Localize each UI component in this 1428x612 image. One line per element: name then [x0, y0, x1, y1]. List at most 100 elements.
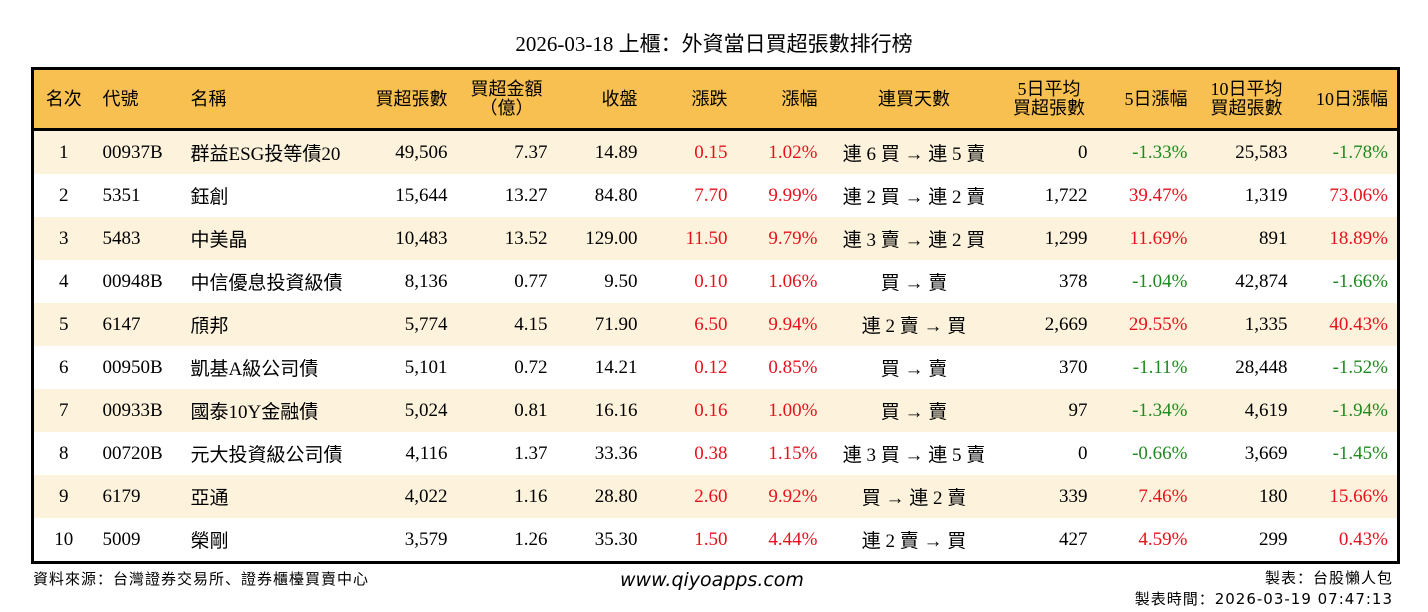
cell-code: 00720B	[102, 442, 163, 464]
cell-avg10-lots: 180	[1259, 485, 1288, 507]
cell-pct5: 39.47%	[1128, 184, 1188, 206]
table-row: 2 5351 鈺創 15,644 13.27 84.80 7.70 9.99% 連 2 買 → …	[33, 174, 1399, 217]
cell-change-pct: 9.92%	[768, 485, 818, 507]
cell-pct5: -0.66%	[1132, 442, 1188, 464]
cell-code: 5009	[102, 528, 141, 550]
cell-net-buy-amount: 4.15	[514, 313, 548, 335]
cell-net-buy-amount: 1.26	[514, 528, 548, 550]
cell-avg10-lots: 25,583	[1235, 141, 1288, 163]
table-row: 4 00948B 中信優息投資級債 8,136 0.77 9.50 0.10 1.06% 買 →…	[33, 260, 1399, 303]
table-row: 3 5483 中美晶 10,483 13.52 129.00 11.50 9.79% 連 3 賣…	[32, 217, 1399, 260]
cell-streak: 買 → 賣	[880, 273, 948, 294]
header-avg10-lots: 10日平均 買超張數	[1197, 69, 1297, 130]
cell-change: 0.38	[694, 442, 728, 464]
cell-change-pct: 1.02%	[768, 141, 818, 163]
cell-name: 亞通	[190, 488, 229, 509]
cell-pct10: 18.89%	[1329, 227, 1388, 249]
cell-rank: 1	[59, 141, 69, 163]
cell-net-buy-lots: 8,136	[404, 270, 448, 292]
cell-avg5-lots: 1,299	[1044, 227, 1088, 249]
cell-close: 71.90	[594, 313, 638, 335]
cell-change: 2.60	[694, 485, 728, 507]
header-line: 名稱	[190, 88, 227, 109]
cell-change: 0.12	[694, 356, 728, 378]
cell-net-buy-lots: 5,024	[404, 399, 448, 421]
cell-net-buy-amount: 13.27	[504, 184, 548, 206]
cell-change-pct: 0.85%	[768, 356, 818, 378]
cell-net-buy-lots: 15,644	[395, 184, 448, 206]
cell-net-buy-lots: 49,506	[395, 141, 448, 163]
header-rank: 名次	[33, 69, 94, 130]
header-line: 收盤	[601, 88, 638, 109]
cell-net-buy-lots: 4,022	[404, 485, 448, 507]
cell-avg10-lots: 299	[1259, 528, 1288, 550]
cell-avg10-lots: 4,619	[1244, 399, 1288, 421]
cell-change: 1.50	[694, 528, 728, 550]
cell-name: 凱基A級公司債	[190, 359, 319, 380]
cell-name: 中信優息投資級債	[190, 273, 343, 294]
cell-streak: 買 → 連 2 賣	[861, 488, 967, 509]
cell-close: 16.16	[594, 399, 638, 421]
cell-avg5-lots: 0	[1078, 141, 1088, 163]
cell-pct10: 73.06%	[1329, 184, 1388, 206]
header-line: 代號	[102, 88, 139, 109]
header-streak: 連買天數	[827, 69, 1002, 130]
ranking-table: 名次 代號 名稱 買超張數 買超金額 （億） 收盤 漲跌 漲幅 連買天數 5日平均 買超張數 5日漲幅 1…	[31, 67, 1400, 564]
header-code: 代號	[94, 69, 182, 130]
cell-change: 7.70	[694, 184, 728, 206]
cell-pct10: 0.43%	[1338, 528, 1388, 550]
cell-avg10-lots: 28,448	[1235, 356, 1288, 378]
cell-rank: 5	[59, 313, 69, 335]
cell-change-pct: 4.44%	[768, 528, 818, 550]
cell-net-buy-amount: 0.72	[514, 356, 548, 378]
header-change: 漲跌	[647, 69, 737, 130]
cell-rank: 3	[59, 227, 69, 249]
cell-close: 14.21	[594, 356, 638, 378]
cell-rank: 2	[59, 184, 69, 206]
cell-avg5-lots: 378	[1059, 270, 1088, 292]
generated-time: 製表時間：2026-03-19 07:47:13	[1134, 590, 1393, 608]
table-row: 5 6147 頎邦 5,774 4.15 71.90 6.50 9.94% 連 2 賣 → 買 2…	[32, 303, 1399, 346]
cell-close: 129.00	[585, 227, 638, 249]
cell-name: 中美晶	[190, 230, 248, 251]
cell-close: 9.50	[604, 270, 638, 292]
header-line: 漲跌	[691, 88, 728, 109]
cell-change-pct: 1.15%	[768, 442, 818, 464]
cell-net-buy-lots: 4,116	[405, 442, 448, 464]
table-row: 6 00950B 凱基A級公司債 5,101 0.72 14.21 0.12 0.85% 買 →…	[33, 346, 1399, 389]
cell-avg5-lots: 97	[1068, 399, 1088, 421]
cell-avg5-lots: 427	[1059, 528, 1088, 550]
cell-name: 鈺創	[190, 187, 229, 208]
cell-code: 00950B	[102, 356, 163, 378]
cell-pct10: 15.66%	[1329, 485, 1388, 507]
footer-credits: 製表：台股懶人包 製表時間：2026-03-19 07:47:13	[1135, 568, 1393, 610]
cell-streak: 連 6 買 → 連 5 賣	[842, 144, 986, 165]
cell-code: 6147	[102, 313, 141, 335]
cell-pct10: -1.66%	[1332, 270, 1388, 292]
cell-avg5-lots: 0	[1078, 442, 1088, 464]
header-pct5: 5日漲幅	[1097, 69, 1197, 130]
cell-code: 00937B	[102, 141, 163, 163]
cell-code: 00933B	[102, 399, 163, 421]
header-close: 收盤	[557, 69, 647, 130]
cell-net-buy-amount: 7.37	[514, 141, 548, 163]
cell-pct5: 4.59%	[1138, 528, 1188, 550]
cell-streak: 連 2 賣 → 買	[861, 531, 967, 552]
cell-close: 14.89	[594, 141, 638, 163]
cell-avg10-lots: 1,319	[1244, 184, 1288, 206]
table-row: 9 6179 亞通 4,022 1.16 28.80 2.60 9.92% 買 → 連 2 賣 3…	[32, 475, 1399, 518]
header-line: 10日漲幅	[1316, 88, 1388, 109]
cell-pct5: 11.69%	[1129, 227, 1188, 249]
cell-net-buy-amount: 0.81	[514, 399, 548, 421]
cell-streak: 連 2 賣 → 買	[861, 316, 967, 337]
cell-name: 榮剛	[190, 531, 229, 552]
table-row: 10 5009 榮剛 3,579 1.26 35.30 1.50 4.44% 連 2 賣 → 買…	[33, 518, 1399, 563]
header-pct10: 10日漲幅	[1297, 69, 1399, 130]
header-net-buy-amount: 買超金額 （億）	[457, 69, 557, 130]
cell-name: 國泰10Y金融債	[190, 402, 319, 423]
cell-rank: 10	[54, 528, 74, 550]
cell-avg5-lots: 339	[1059, 485, 1088, 507]
cell-pct10: -1.52%	[1332, 356, 1388, 378]
website-link[interactable]: www.qiyoapps.com	[620, 569, 804, 591]
header-line: 5日平均	[1017, 79, 1081, 99]
